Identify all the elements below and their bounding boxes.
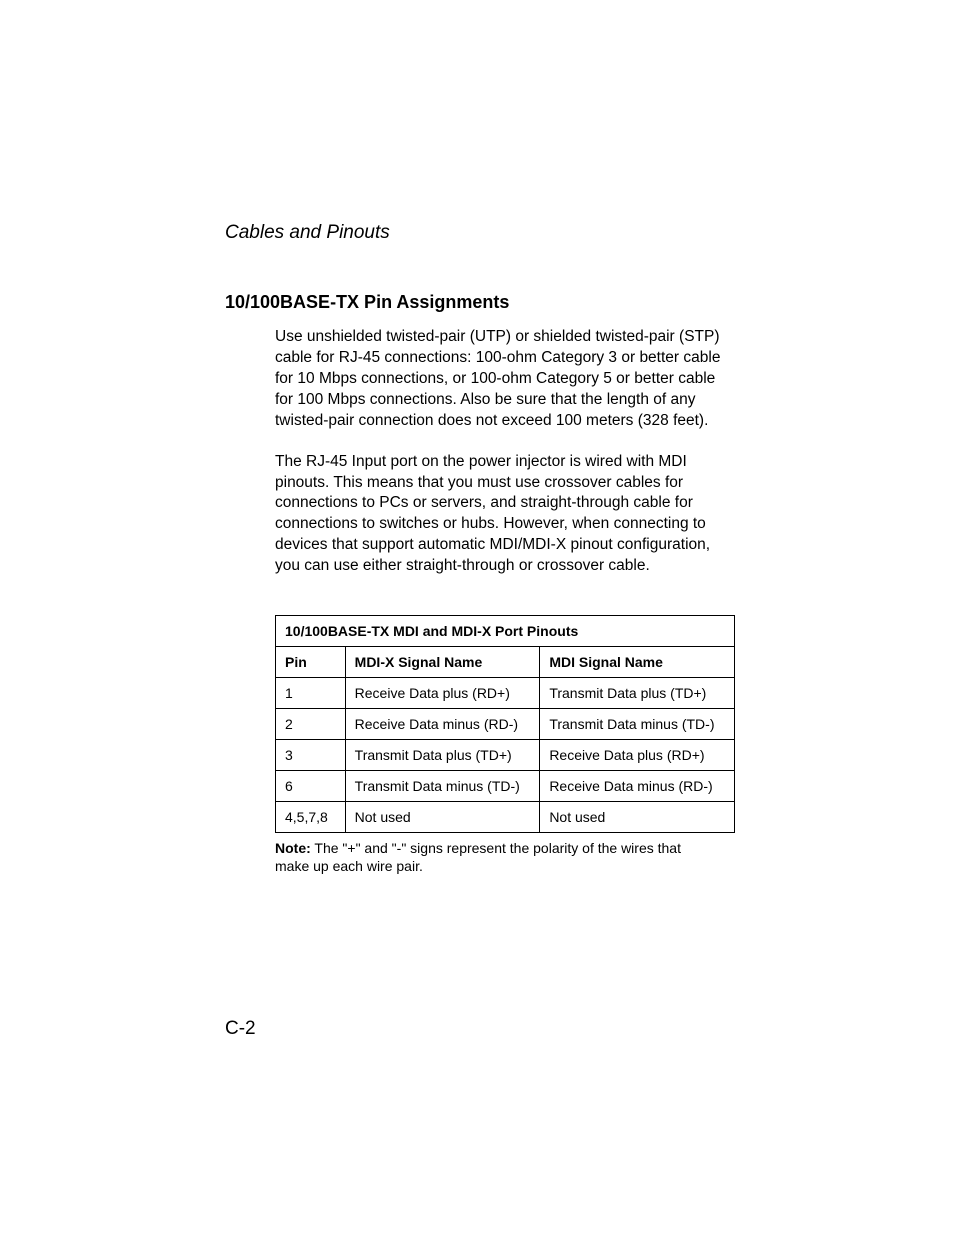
table-header-pin: Pin — [276, 647, 346, 678]
section-heading: 10/100BASE-TX Pin Assignments — [225, 292, 735, 313]
table-cell-mdix: Receive Data minus (RD-) — [345, 709, 540, 740]
table-header-mdi: MDI Signal Name — [540, 647, 735, 678]
table-cell-mdi: Not used — [540, 802, 735, 833]
table-header-mdix: MDI-X Signal Name — [345, 647, 540, 678]
table-header-row: Pin MDI-X Signal Name MDI Signal Name — [276, 647, 735, 678]
note-label: Note: — [275, 840, 311, 856]
paragraph-1: Use unshielded twisted-pair (UTP) or shi… — [275, 327, 735, 432]
note-body: The "+" and "-" signs represent the pola… — [275, 840, 681, 874]
table-cell-pin: 3 — [276, 740, 346, 771]
table-cell-mdi: Transmit Data plus (TD+) — [540, 678, 735, 709]
table-cell-pin: 1 — [276, 678, 346, 709]
pinout-table: 10/100BASE-TX MDI and MDI-X Port Pinouts… — [275, 615, 735, 833]
table-cell-mdix: Receive Data plus (RD+) — [345, 678, 540, 709]
table-row: 1 Receive Data plus (RD+) Transmit Data … — [276, 678, 735, 709]
table-cell-mdi: Receive Data plus (RD+) — [540, 740, 735, 771]
table-cell-mdix: Transmit Data plus (TD+) — [345, 740, 540, 771]
table-row: 6 Transmit Data minus (TD-) Receive Data… — [276, 771, 735, 802]
table-cell-pin: 4,5,7,8 — [276, 802, 346, 833]
table-cell-mdi: Transmit Data minus (TD-) — [540, 709, 735, 740]
chapter-title: Cables and Pinouts — [225, 222, 735, 244]
table-row: 3 Transmit Data plus (TD+) Receive Data … — [276, 740, 735, 771]
page-number: C-2 — [225, 1018, 256, 1040]
table-title-row: 10/100BASE-TX MDI and MDI-X Port Pinouts — [276, 616, 735, 647]
table-note: Note: The "+" and "-" signs represent th… — [275, 839, 705, 875]
table-row: 2 Receive Data minus (RD-) Transmit Data… — [276, 709, 735, 740]
table-cell-mdix: Not used — [345, 802, 540, 833]
table-title-cell: 10/100BASE-TX MDI and MDI-X Port Pinouts — [276, 616, 735, 647]
table-cell-mdi: Receive Data minus (RD-) — [540, 771, 735, 802]
paragraph-2: The RJ-45 Input port on the power inject… — [275, 452, 735, 578]
table-row: 4,5,7,8 Not used Not used — [276, 802, 735, 833]
table-cell-pin: 6 — [276, 771, 346, 802]
table-cell-mdix: Transmit Data minus (TD-) — [345, 771, 540, 802]
table-cell-pin: 2 — [276, 709, 346, 740]
